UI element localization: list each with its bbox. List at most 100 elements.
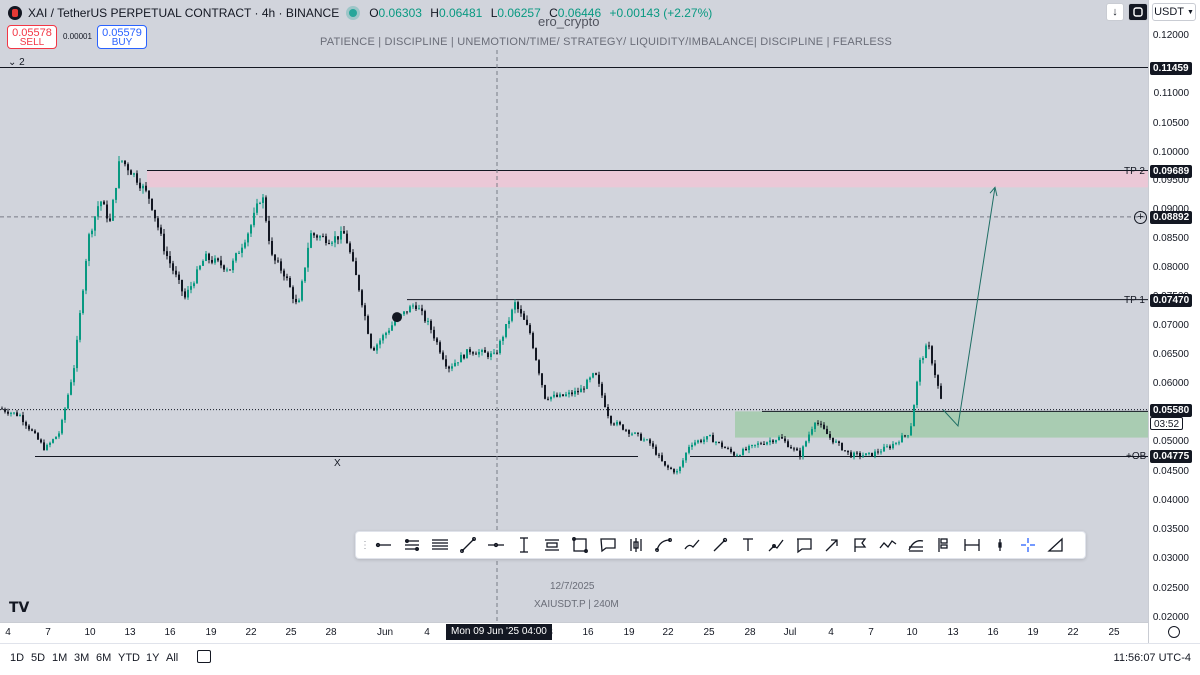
arrow-icon[interactable] — [818, 533, 846, 557]
drawing-toolbar[interactable]: ⋮ — [355, 531, 1086, 559]
candle-body — [529, 324, 531, 334]
candle-body — [895, 442, 897, 444]
candle-body — [505, 323, 507, 337]
candle-body — [646, 439, 648, 441]
range-1m[interactable]: 1M — [52, 652, 68, 664]
candle-body — [670, 467, 672, 470]
candle-body — [283, 270, 285, 277]
candle-body — [538, 360, 540, 374]
candle-body — [745, 448, 747, 451]
candle-body — [847, 450, 849, 453]
text-icon[interactable] — [734, 533, 762, 557]
candle-body — [313, 233, 315, 236]
range-1d[interactable]: 1D — [10, 652, 25, 664]
candle-body — [658, 454, 660, 456]
candle-body — [730, 448, 732, 453]
vertical-line-icon[interactable] — [510, 533, 538, 557]
candle-body — [796, 448, 798, 451]
time-tick: 16 — [987, 627, 999, 638]
candle-body — [808, 434, 810, 442]
toolbar-grip-icon[interactable]: ⋮ — [360, 539, 370, 551]
candle-body — [448, 366, 450, 369]
projection-arrow — [942, 187, 996, 428]
candle-body — [838, 441, 840, 444]
candle-body — [100, 201, 102, 207]
indicators-toggle[interactable]: ⌄ 2 — [8, 57, 25, 68]
rectangle-icon[interactable] — [566, 533, 594, 557]
download-icon[interactable]: ↓ — [1106, 3, 1124, 21]
sell-button[interactable]: 0.05578 SELL — [7, 25, 57, 49]
range-3m[interactable]: 3M — [74, 652, 90, 664]
trend-line-icon[interactable] — [454, 533, 482, 557]
comment-icon[interactable] — [790, 533, 818, 557]
arrow-marker-icon[interactable] — [762, 533, 790, 557]
callout-icon[interactable] — [594, 533, 622, 557]
candle-body — [601, 383, 603, 396]
range-5d[interactable]: 5D — [31, 652, 46, 664]
regression-trend-icon[interactable] — [538, 533, 566, 557]
candle-body — [19, 415, 21, 417]
candle-body — [301, 281, 303, 301]
price-tick: 0.07000 — [1152, 320, 1189, 331]
symbol-title[interactable]: XAI / TetherUS PERPETUAL CONTRACT · 4h ·… — [28, 6, 340, 20]
candle-body — [37, 433, 39, 440]
time-axis[interactable] — [0, 622, 1148, 643]
candle-body — [274, 254, 276, 261]
candle-body — [706, 436, 708, 440]
candle-body — [151, 198, 153, 210]
candle-body — [229, 269, 231, 271]
candle-body — [760, 443, 762, 445]
pitchfork-icon[interactable] — [622, 533, 650, 557]
brush-icon[interactable] — [706, 533, 734, 557]
candle-body — [253, 212, 255, 226]
settings-icon[interactable] — [1168, 626, 1180, 638]
range-1y[interactable]: 1Y — [146, 652, 160, 664]
crosshair-icon[interactable] — [1014, 533, 1042, 557]
candle-body — [31, 429, 33, 431]
clock[interactable]: 11:56:07 UTC-4 — [1113, 652, 1191, 664]
flag-icon[interactable] — [846, 533, 874, 557]
time-tick: 19 — [623, 627, 635, 638]
candle-body — [823, 424, 825, 429]
fib-channel-icon[interactable] — [902, 533, 930, 557]
candle-body — [715, 441, 717, 443]
candle-body — [247, 233, 249, 243]
date-range-icon[interactable] — [958, 533, 986, 557]
path-icon[interactable] — [678, 533, 706, 557]
candle-body — [649, 439, 651, 444]
candle-body — [844, 450, 846, 452]
polyline-icon[interactable] — [874, 533, 902, 557]
candle-body — [7, 411, 9, 414]
candle-body — [250, 225, 252, 234]
candle-body — [55, 436, 57, 440]
crosshair-add-icon[interactable]: + — [1134, 211, 1147, 224]
parallel-channel-icon[interactable] — [398, 533, 426, 557]
symbol-header[interactable]: XAI / TetherUS PERPETUAL CONTRACT · 4h ·… — [8, 6, 717, 20]
range-all[interactable]: All — [166, 652, 179, 664]
price-chart[interactable] — [0, 0, 1148, 643]
candle-body — [922, 358, 924, 360]
time-tick: 16 — [582, 627, 594, 638]
fib-retracement-icon[interactable] — [426, 533, 454, 557]
candle-body — [829, 434, 831, 438]
pin-icon[interactable] — [986, 533, 1014, 557]
long-position-icon[interactable] — [930, 533, 958, 557]
candle-body — [139, 182, 141, 189]
price-axis[interactable] — [1148, 0, 1200, 643]
currency-select[interactable]: USDT ▼ — [1152, 3, 1196, 21]
date-range-icon[interactable] — [197, 650, 211, 663]
horizontal-line-icon[interactable] — [482, 533, 510, 557]
candle-body — [892, 443, 894, 449]
fullscreen-icon[interactable] — [1128, 3, 1148, 21]
tradingview-logo-icon[interactable]: TV — [9, 600, 30, 616]
candle-body — [259, 202, 261, 204]
range-6m[interactable]: 6M — [96, 652, 112, 664]
range-ytd[interactable]: YTD — [118, 652, 140, 664]
buy-button[interactable]: 0.05579 BUY — [97, 25, 147, 49]
candle-body — [856, 452, 858, 454]
horizontal-ray-icon[interactable] — [370, 533, 398, 557]
curve-icon[interactable] — [650, 533, 678, 557]
candle-body — [712, 435, 714, 443]
candle-body — [496, 352, 498, 354]
measure-icon[interactable] — [1042, 533, 1070, 557]
